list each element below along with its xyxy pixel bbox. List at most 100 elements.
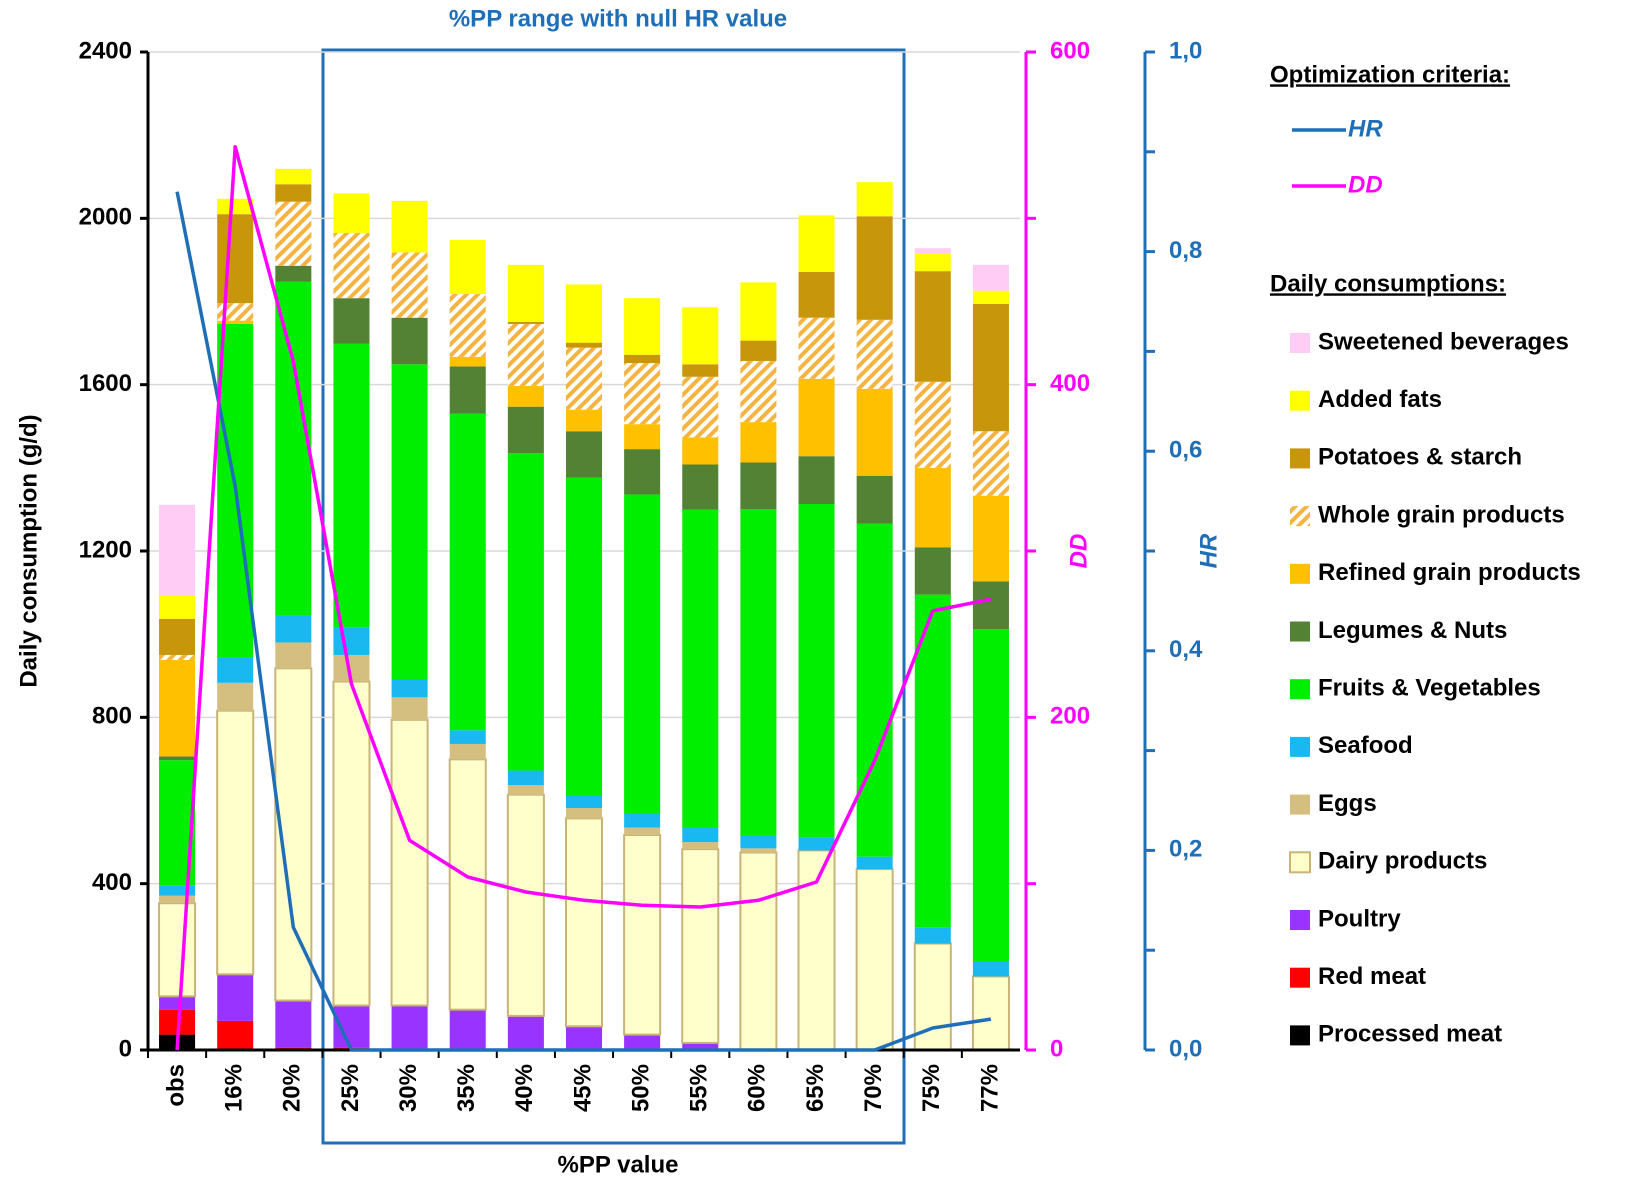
bar-segment [972,290,1009,304]
x-tick-label: 40% [511,1064,538,1112]
bar-segment [972,303,1009,432]
y2-tick-label: 0 [1050,1035,1063,1062]
legend-label: HR [1348,115,1383,142]
x-tick-label: 45% [569,1064,596,1112]
bar-segment [798,456,835,505]
bar-segment [507,1015,544,1050]
y3-tick-label: 0,0 [1169,1035,1202,1062]
bar-segment [856,475,893,524]
bar-segment [217,1020,254,1050]
legend-swatch [1290,967,1310,988]
bar-segment [914,927,951,944]
bar-segment [624,298,661,355]
bar-segment [740,422,777,463]
bar-segment [972,495,1009,582]
bar-segment [217,682,254,711]
y-tick-label: 1200 [79,536,132,563]
legend-swatch [1289,851,1311,874]
y-tick-label: 400 [92,869,132,896]
bar-segment [681,848,720,1044]
y3-tick-label: 1,0 [1169,37,1202,64]
legend-label: Eggs [1318,790,1377,817]
bar-segment [565,795,603,808]
legend-heading: Daily consumptions: [1270,270,1506,297]
bar-segment [565,347,603,410]
bar-segment [972,264,1009,291]
bar-segment [740,835,777,849]
bar-segment [798,837,835,851]
bar-segment [624,812,661,828]
y2-tick-label: 400 [1050,370,1090,397]
bar-segment [275,265,312,282]
bar-segment [333,232,370,299]
bar-segment [565,409,603,432]
bar-segment [798,271,835,318]
bar-segment [972,581,1009,630]
y-tick-label: 2400 [79,37,132,64]
bar-segment [914,381,951,468]
bar-segment [856,523,893,857]
bar-segment [159,756,196,761]
bar-segment [217,198,254,215]
y2-tick-label: 600 [1050,37,1090,64]
bar-segment [740,509,777,836]
bar-segment [624,363,661,425]
bar-segment [158,902,197,998]
bar-segment [449,743,486,760]
bar-segment [682,464,719,510]
legend-swatch [1290,390,1310,411]
bar-segment [391,697,428,720]
bar-segment [565,342,603,348]
legend-label: Fruits & Vegetables [1318,675,1541,702]
bar-segment [333,193,370,233]
x-tick-label: 60% [744,1064,771,1112]
bar-segment [856,182,893,217]
legend-label: Seafood [1318,732,1413,759]
bar-segment [449,1009,486,1050]
bar-segment [914,547,951,595]
bar-segment [682,364,719,377]
bar-segment [565,807,603,819]
bar-segment [391,679,428,698]
x-tick-label: 20% [279,1064,306,1112]
bar-segment [740,848,777,853]
y-tick-label: 2000 [79,204,132,231]
annotation: %PP range with null HR value [449,5,787,32]
bar-segment [333,298,370,344]
legend-label: Legumes & Nuts [1318,617,1507,644]
line-series [175,145,992,1051]
bar-segment [740,360,777,423]
bar-segment [449,413,486,731]
legend-swatch [1290,563,1310,584]
bar-segment [275,168,312,185]
bar-segment [798,317,835,379]
bar-segment [449,356,486,367]
bar-segment [275,281,312,616]
bar-segment [159,885,196,896]
y3-tick-label: 0,4 [1169,636,1203,663]
bar-segment [972,431,1009,496]
x-tick-label: 16% [221,1064,248,1112]
legend-swatch [1290,679,1310,700]
bar-segment [856,388,893,476]
legend-label: Whole grain products [1318,501,1565,528]
bar-segment [448,758,487,1011]
y3-axis-title: HR [1195,533,1222,568]
bar-segment [798,504,835,838]
bar-segment [682,827,719,843]
bar-segment [216,709,255,976]
y3-tick-label: 0,6 [1169,437,1202,464]
bar-segment [855,868,894,1051]
x-tick-label: obs [162,1064,189,1107]
legend-label: DD [1348,171,1383,198]
bar-segment [740,282,777,341]
bar-segment [856,856,893,870]
bar-segment [159,895,196,904]
bar-segment [507,406,544,454]
x-tick-label: 55% [686,1064,713,1112]
legend-label: Refined grain products [1318,559,1581,586]
bar-segment [391,200,428,253]
bar-segment [682,509,719,828]
bar-segment [275,184,312,202]
